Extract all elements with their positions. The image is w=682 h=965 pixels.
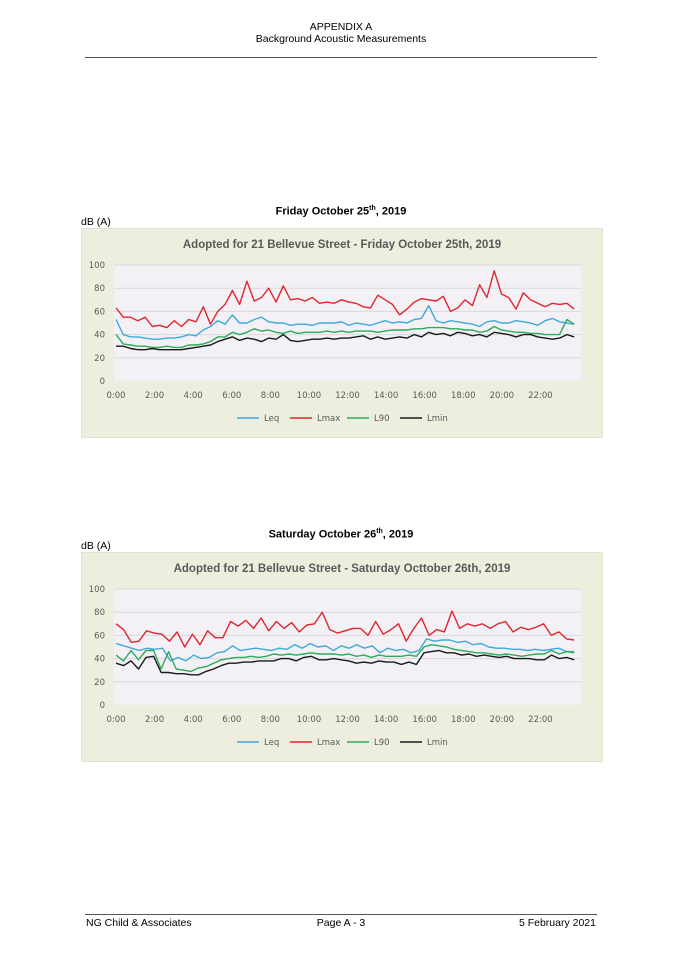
- chart2-date-title: Saturday October 26th, 2019: [268, 528, 414, 541]
- chart2-panel: Adopted for 21 Bellevue Street - Saturda…: [81, 552, 603, 762]
- series-line-lmax: [115, 270, 575, 329]
- x-tick-label: 22:00: [528, 391, 553, 401]
- legend-label-lmin: Lmin: [427, 414, 448, 424]
- legend-label-lmax: Lmax: [317, 738, 340, 748]
- x-tick-label: 0:00: [106, 715, 125, 725]
- y-tick-label: 40: [94, 331, 105, 341]
- legend-label-leq: Leq: [264, 414, 279, 424]
- footer-rule: [85, 914, 597, 915]
- x-tick-label: 2:00: [145, 715, 164, 725]
- x-tick-label: 10:00: [297, 715, 322, 725]
- header-subtitle: Background Acoustic Measurements: [255, 33, 427, 45]
- x-tick-label: 12:00: [335, 391, 360, 401]
- footer-company: NG Child & Associates: [86, 917, 192, 929]
- chart1-unit-label: dB (A): [81, 216, 111, 228]
- x-tick-label: 18:00: [451, 391, 476, 401]
- plot-area: [114, 589, 581, 705]
- x-tick-label: 10:00: [297, 391, 322, 401]
- legend-label-l90: L90: [374, 414, 390, 424]
- header-rule: [85, 57, 597, 58]
- series-line-lmax: [115, 610, 575, 648]
- series-line-l90: [115, 643, 575, 673]
- series-line-l90: [115, 318, 575, 349]
- y-tick-label: 100: [89, 585, 105, 595]
- x-tick-label: 18:00: [451, 715, 476, 725]
- footer-page-number: Page A - 3: [316, 917, 366, 929]
- x-tick-label: 14:00: [374, 715, 399, 725]
- series-line-lmin: [115, 649, 575, 676]
- x-tick-label: 2:00: [145, 391, 164, 401]
- y-tick-label: 60: [94, 307, 105, 317]
- legend-label-lmin: Lmin: [427, 738, 448, 748]
- x-tick-label: 16:00: [412, 715, 437, 725]
- y-tick-label: 80: [94, 284, 105, 294]
- x-tick-label: 20:00: [490, 715, 515, 725]
- chart-title: Adopted for 21 Bellevue Street - Friday …: [183, 239, 501, 251]
- y-tick-label: 40: [94, 655, 105, 665]
- x-tick-label: 6:00: [222, 391, 241, 401]
- header-title: APPENDIX A: [309, 21, 373, 33]
- x-tick-label: 22:00: [528, 715, 553, 725]
- series-line-lmin: [116, 331, 575, 351]
- x-tick-label: 4:00: [184, 391, 203, 401]
- footer-date: 5 February 2021: [518, 917, 596, 929]
- series-line-leq: [115, 304, 575, 340]
- y-tick-label: 20: [94, 678, 105, 688]
- page-header: APPENDIX A Background Acoustic Measureme…: [0, 21, 682, 45]
- y-tick-label: 100: [89, 261, 105, 271]
- chart2-unit-label: dB (A): [81, 540, 111, 552]
- chart-svg: Adopted for 21 Bellevue Street - Friday …: [89, 239, 581, 424]
- legend-label-lmax: Lmax: [317, 414, 340, 424]
- series-line-leq: [115, 638, 575, 662]
- x-tick-label: 6:00: [222, 715, 241, 725]
- x-tick-label: 20:00: [490, 391, 515, 401]
- y-tick-label: 0: [100, 701, 105, 711]
- x-tick-label: 8:00: [261, 391, 280, 401]
- x-tick-label: 14:00: [374, 391, 399, 401]
- x-tick-label: 8:00: [261, 715, 280, 725]
- chart1-panel: Adopted for 21 Bellevue Street - Friday …: [81, 228, 603, 438]
- chart-title: Adopted for 21 Bellevue Street - Saturda…: [174, 563, 511, 575]
- x-tick-label: 12:00: [335, 715, 360, 725]
- legend-label-l90: L90: [374, 738, 390, 748]
- chart-svg: Adopted for 21 Bellevue Street - Saturda…: [89, 563, 581, 748]
- x-tick-label: 4:00: [184, 715, 203, 725]
- x-tick-label: 16:00: [412, 391, 437, 401]
- x-tick-label: 0:00: [106, 391, 125, 401]
- y-tick-label: 80: [94, 608, 105, 618]
- legend-label-leq: Leq: [264, 738, 279, 748]
- y-tick-label: 0: [100, 377, 105, 387]
- chart1-date-title: Friday October 25th, 2019: [275, 205, 407, 218]
- y-tick-label: 60: [94, 631, 105, 641]
- y-tick-label: 20: [94, 354, 105, 364]
